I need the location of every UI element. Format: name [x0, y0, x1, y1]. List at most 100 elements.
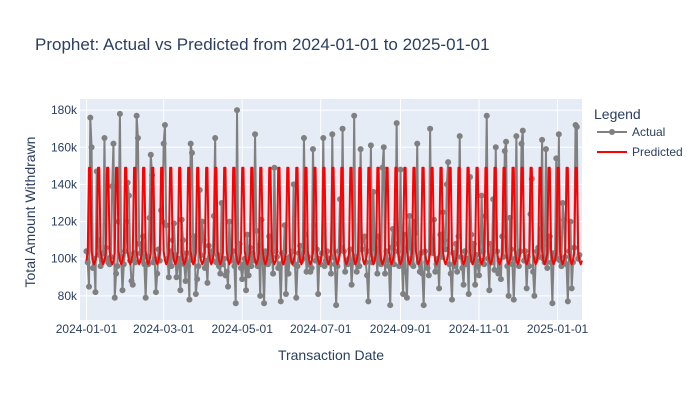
actual-point [97, 263, 104, 270]
actual-point [89, 265, 96, 271]
actual-point [501, 148, 508, 154]
actual-point [87, 114, 94, 121]
actual-point [271, 164, 278, 171]
actual-point [357, 146, 364, 153]
legend-actual-marker [609, 129, 615, 135]
y-tick-label: 80k [58, 289, 78, 303]
actual-point [261, 300, 268, 307]
actual-point [212, 135, 219, 141]
actual-point [385, 263, 392, 270]
actual-point [234, 107, 241, 114]
actual-point [333, 302, 340, 309]
y-tick-label: 160k [51, 140, 78, 154]
actual-point [559, 200, 566, 206]
actual-point [173, 274, 180, 281]
actual-point [510, 296, 517, 303]
actual-point [109, 183, 116, 190]
actual-point [351, 112, 358, 119]
actual-point [147, 151, 154, 158]
actual-point [129, 281, 136, 288]
actual-point [563, 261, 570, 268]
actual-point [342, 268, 349, 275]
actual-point [321, 263, 328, 270]
actual-point [285, 270, 292, 277]
actual-point [424, 265, 431, 271]
actual-point [549, 300, 556, 307]
actual-point [232, 300, 239, 307]
actual-point [113, 270, 120, 277]
actual-point [226, 218, 233, 225]
legend-title: Legend [594, 106, 641, 122]
actual-point [509, 261, 516, 268]
actual-point [308, 265, 315, 271]
actual-point [442, 246, 449, 253]
actual-point [573, 123, 580, 130]
actual-point [364, 272, 371, 279]
actual-point [353, 268, 360, 275]
actual-point [165, 274, 172, 281]
actual-point [161, 122, 168, 128]
actual-point [334, 263, 341, 270]
actual-point [420, 302, 427, 309]
actual-point [248, 263, 255, 270]
actual-point [414, 140, 421, 147]
actual-point [526, 263, 533, 270]
actual-point [374, 270, 381, 277]
actual-point [356, 263, 363, 270]
actual-point [142, 294, 149, 301]
actual-point [474, 263, 481, 270]
actual-point [86, 283, 93, 290]
actual-point [282, 291, 289, 297]
actual-point [503, 138, 510, 145]
actual-point [160, 140, 167, 147]
actual-point [427, 125, 434, 132]
legend-item-predicted[interactable]: Predicted [597, 145, 683, 159]
actual-point [300, 135, 307, 141]
legend: Legend Actual Predicted [594, 106, 683, 159]
actual-point [182, 278, 189, 284]
legend-predicted-label: Predicted [632, 145, 683, 159]
actual-point [294, 263, 301, 270]
actual-point [519, 127, 526, 134]
x-tick-label: 2024-05-01 [211, 322, 273, 336]
actual-point [252, 131, 259, 138]
actual-point [460, 281, 467, 288]
actual-point [231, 263, 238, 270]
actual-point [379, 164, 386, 171]
actual-point [436, 285, 443, 292]
actual-point [465, 291, 472, 297]
actual-point [239, 276, 246, 283]
y-tick-label: 100k [51, 252, 78, 266]
actual-point [380, 144, 387, 151]
actual-point [243, 287, 250, 294]
actual-point [568, 285, 575, 292]
actual-point [223, 268, 230, 275]
x-axis-label: Transaction Date [278, 347, 384, 363]
legend-item-actual[interactable]: Actual [597, 125, 665, 139]
actual-point [188, 149, 195, 156]
actual-point [361, 233, 368, 240]
actual-point [185, 263, 192, 270]
actual-point [446, 261, 453, 268]
actual-point [388, 244, 395, 251]
tick-labels: 80k 100k 120k 140k 160k 180k 2024-01-01 2024-03… [51, 103, 589, 336]
x-tick-label: 2024-09-01 [370, 322, 432, 336]
actual-point [539, 136, 546, 143]
actual-point [448, 296, 455, 303]
actual-point [111, 294, 118, 301]
actual-point [293, 294, 300, 301]
actual-point [542, 146, 549, 153]
actual-point [406, 213, 413, 219]
actual-point [92, 289, 99, 296]
actual-point [478, 192, 485, 199]
actual-point [530, 268, 537, 275]
actual-point [136, 240, 143, 247]
actual-point [186, 296, 193, 303]
actual-point [410, 263, 417, 270]
actual-point [240, 261, 247, 268]
actual-point [459, 265, 466, 271]
actual-point [257, 292, 264, 299]
actual-point [119, 287, 126, 294]
x-tick-label: 2025-01-01 [527, 322, 589, 336]
